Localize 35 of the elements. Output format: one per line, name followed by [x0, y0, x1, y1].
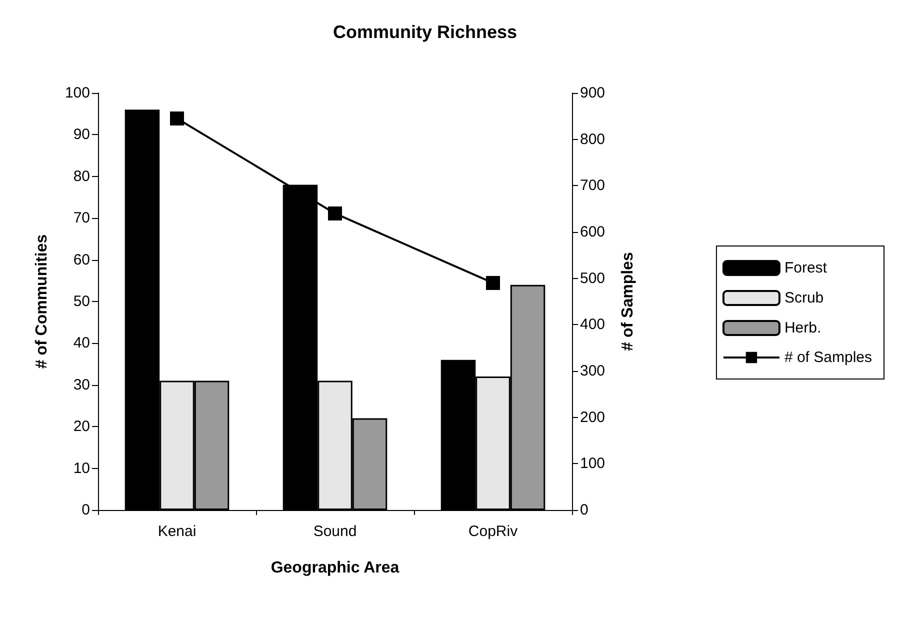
y2-tick-label: 600 — [580, 224, 606, 240]
y2-tick-label: 900 — [580, 84, 606, 102]
y2-tick-label: 300 — [580, 362, 606, 380]
point — [486, 276, 500, 290]
y-tick-label: 0 — [82, 502, 90, 518]
y-tick-label: 80 — [73, 168, 90, 185]
legend-label: Herb. — [784, 320, 822, 336]
legend-label: Forest — [784, 260, 828, 276]
y2-tick-label: 700 — [580, 177, 606, 194]
y2-tick-label: 500 — [580, 270, 606, 287]
legend-label: Scrub — [784, 290, 824, 306]
x-axis-title: Geographic Area — [270, 560, 400, 576]
y-axis-title: # of Communities — [34, 234, 50, 369]
x-tick-label: CopRiv — [468, 523, 518, 540]
legend-label: # of Samples — [784, 349, 872, 366]
y-tick-label: 60 — [73, 251, 90, 268]
y2-tick-label: 800 — [580, 130, 606, 148]
y-tick-label: 90 — [73, 126, 90, 144]
y2-tick-label: 400 — [580, 316, 606, 334]
y2-tick-label: 0 — [580, 502, 588, 518]
y-tick-label: 70 — [73, 210, 90, 227]
y2-tick-label: 200 — [580, 408, 606, 426]
x-tick-label: Kenai — [158, 523, 196, 540]
chart-title: Community Richness — [332, 22, 518, 42]
y-tick-label: 20 — [73, 418, 90, 436]
point — [328, 206, 342, 220]
y2-axis-title: # of Samples — [620, 252, 636, 351]
y2-tick-label: 100 — [580, 455, 606, 472]
x-tick-label: Sound — [313, 523, 357, 540]
y-tick-label: 30 — [73, 376, 90, 394]
y-tick-label: 10 — [73, 460, 90, 477]
y-tick-label: 100 — [64, 84, 90, 102]
y-tick-label: 40 — [73, 334, 90, 352]
point — [170, 111, 184, 126]
y-tick-label: 50 — [73, 293, 90, 310]
